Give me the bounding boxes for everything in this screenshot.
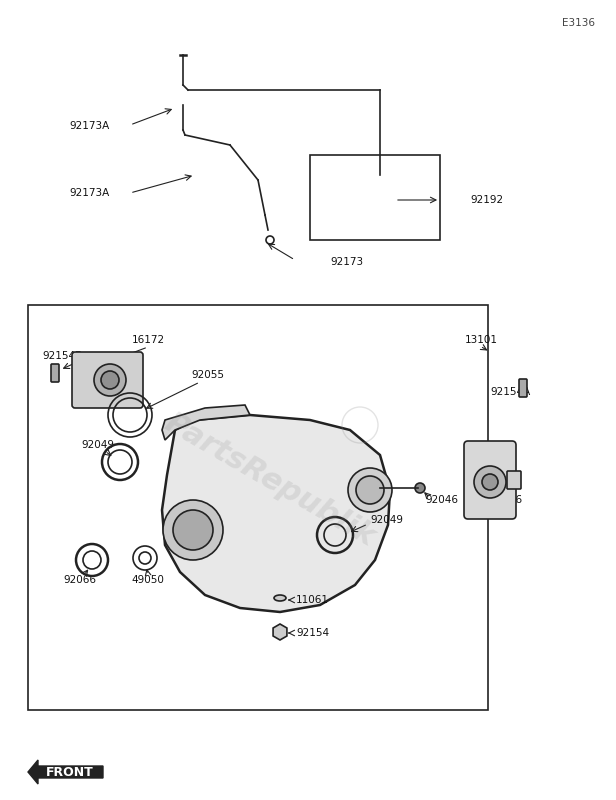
Text: 92049: 92049: [81, 440, 115, 450]
FancyBboxPatch shape: [51, 364, 59, 382]
Text: PartsRepublik: PartsRepublik: [160, 408, 380, 552]
Text: E3136: E3136: [562, 18, 595, 28]
Text: 92049: 92049: [370, 515, 403, 525]
Text: 49050: 49050: [132, 575, 164, 585]
FancyBboxPatch shape: [507, 471, 521, 489]
Circle shape: [94, 364, 126, 396]
FancyBboxPatch shape: [464, 441, 516, 519]
Text: 92173: 92173: [330, 257, 363, 267]
FancyBboxPatch shape: [519, 379, 527, 397]
Bar: [28, 305, 488, 710]
Circle shape: [415, 483, 425, 493]
Text: 16146: 16146: [490, 495, 523, 505]
Circle shape: [474, 466, 506, 498]
Text: 92046: 92046: [425, 495, 458, 505]
Circle shape: [356, 476, 384, 504]
Text: 92192: 92192: [470, 195, 503, 205]
Text: 16172: 16172: [131, 335, 164, 345]
Text: 11061: 11061: [296, 595, 329, 605]
Bar: [310, 155, 440, 240]
Polygon shape: [162, 415, 390, 612]
Ellipse shape: [274, 595, 286, 601]
Polygon shape: [28, 760, 103, 784]
Text: 92154A: 92154A: [490, 387, 530, 397]
Circle shape: [101, 371, 119, 389]
Circle shape: [266, 236, 274, 244]
Text: FRONT: FRONT: [46, 766, 94, 778]
Text: 92055: 92055: [192, 370, 224, 380]
Text: 92154: 92154: [296, 628, 329, 638]
Text: 92173A: 92173A: [70, 188, 110, 198]
Circle shape: [163, 500, 223, 560]
Text: 92173A: 92173A: [70, 121, 110, 131]
Text: 92066: 92066: [63, 575, 97, 585]
Polygon shape: [162, 405, 250, 440]
Circle shape: [482, 474, 498, 490]
Text: 13101: 13101: [465, 335, 498, 345]
FancyBboxPatch shape: [72, 352, 143, 408]
Circle shape: [348, 468, 392, 512]
Text: 92154B: 92154B: [42, 351, 83, 361]
Circle shape: [173, 510, 213, 550]
